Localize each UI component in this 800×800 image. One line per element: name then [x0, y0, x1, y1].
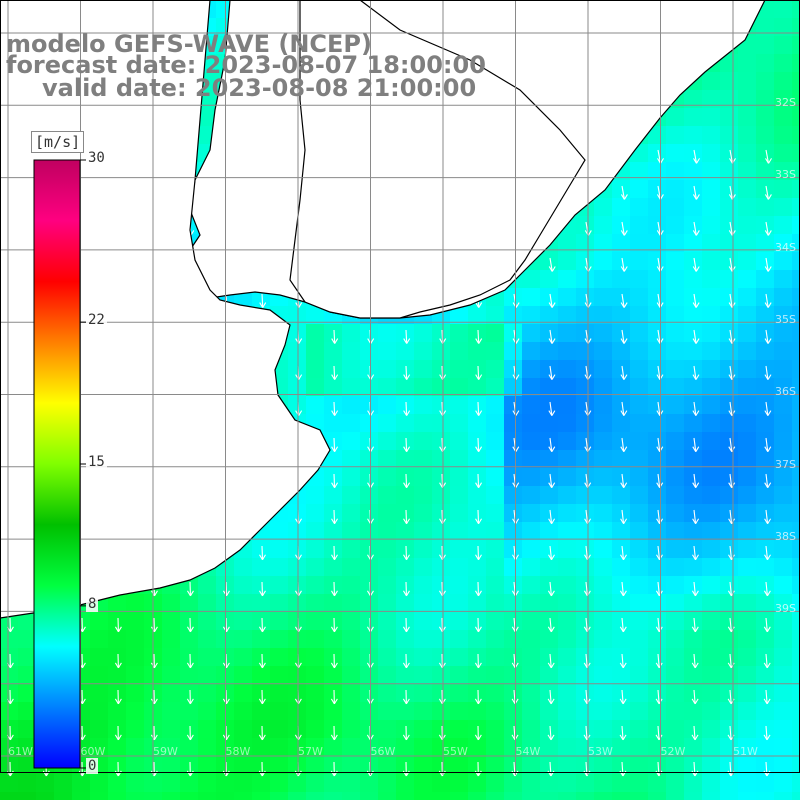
longitude-label: 55W: [443, 745, 468, 758]
longitude-label: 60W: [80, 745, 106, 758]
latitude-label: 35S: [775, 312, 796, 326]
colorbar-tick-label: 30: [86, 150, 107, 166]
longitude-label: 54W: [515, 745, 541, 758]
longitude-label: 52W: [660, 745, 686, 758]
latitude-label: 36S: [775, 385, 796, 399]
latitude-label: 32S: [775, 96, 796, 109]
longitude-label: 59W: [153, 745, 178, 758]
uruguay-landmass: [289, 0, 586, 319]
map-title-valid-date: valid date: 2023-08-08 21:00:00: [42, 74, 477, 102]
longitude-label: 51W: [733, 745, 758, 758]
colorbar-tick-label: 0: [86, 758, 99, 774]
map-title-forecast-date: forecast date: 2023-08-07 18:00:00: [6, 51, 486, 79]
latitude-label: 39S: [775, 602, 796, 616]
longitude-label: 53W: [588, 745, 613, 758]
colorbar: [33, 159, 81, 769]
latitude-label: 34S: [775, 240, 796, 254]
colorbar-unit-label: [m/s]: [31, 131, 85, 153]
longitude-label: 56W: [370, 745, 396, 758]
latitude-label: 37S: [775, 457, 796, 471]
longitude-label: 57W: [298, 745, 323, 758]
map-title-model: modelo GEFS-WAVE (NCEP): [6, 30, 372, 58]
colorbar-tick-label: 15: [86, 454, 107, 470]
latitude-label: 33S: [775, 168, 796, 182]
colorbar-tick-label: 8: [86, 595, 99, 612]
longitude-label: 58W: [225, 745, 251, 758]
latitude-label: 38S: [775, 529, 796, 543]
longitude-label: 61W: [8, 745, 33, 758]
colorbar-tick-label: 22: [86, 312, 107, 329]
